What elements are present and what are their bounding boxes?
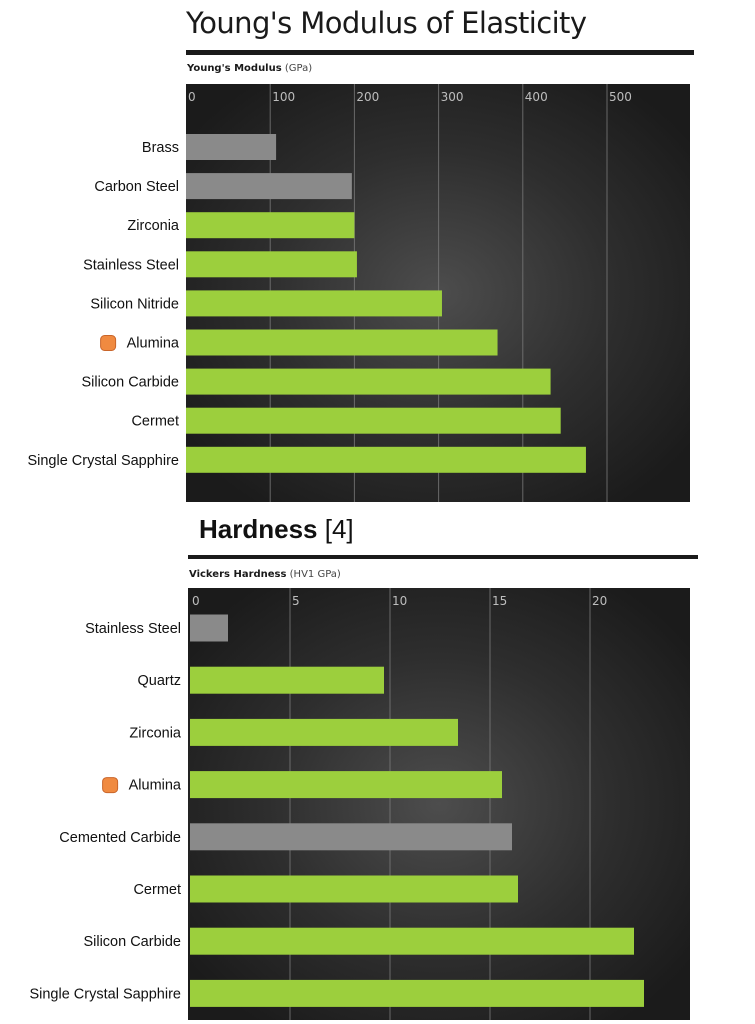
- x-tick-label: 0: [192, 594, 200, 608]
- highlight-marker-icon: [102, 777, 119, 794]
- bar-hardness: [190, 718, 458, 746]
- bar-youngs: [186, 329, 498, 356]
- chart-title-hardness: Hardness [4]: [199, 514, 354, 545]
- axis-unit: (HV1 GPa): [289, 569, 341, 580]
- x-tick-label: 400: [525, 90, 548, 104]
- x-tick-label: 200: [356, 90, 379, 104]
- hardness-title-reference: [4]: [324, 514, 354, 544]
- bar-youngs: [186, 446, 586, 473]
- bar-youngs: [186, 173, 352, 200]
- bar-youngs: [186, 251, 357, 278]
- category-label: Stainless Steel: [83, 257, 179, 273]
- category-label: Single Crystal Sapphire: [27, 453, 179, 469]
- bar-youngs: [186, 407, 561, 434]
- title-underline: [186, 50, 694, 55]
- bar-hardness: [190, 875, 518, 903]
- plot-area-hardness: [188, 588, 690, 1020]
- category-label: Silicon Carbide: [81, 375, 179, 391]
- axis-title-vickers-hardness: Vickers Hardness (HV1 GPa): [189, 569, 341, 580]
- title-underline: [188, 555, 698, 559]
- x-tick-label: 10: [392, 594, 407, 608]
- category-label: Zirconia: [129, 725, 182, 741]
- bar-hardness: [190, 927, 634, 955]
- x-tick-label: 15: [492, 594, 507, 608]
- hardness-title-text: Hardness: [199, 514, 318, 544]
- category-label: Silicon Nitride: [90, 296, 179, 312]
- category-label: Quartz: [137, 673, 181, 689]
- bar-youngs: [186, 368, 551, 395]
- chart-title-youngs-modulus: Young's Modulus of Elasticity: [186, 6, 587, 40]
- bar-youngs: [186, 290, 442, 317]
- category-label: Carbon Steel: [94, 179, 179, 195]
- category-label: Cemented Carbide: [59, 830, 181, 846]
- bar-youngs: [186, 212, 355, 239]
- x-tick-label: 500: [609, 90, 632, 104]
- category-label: Alumina: [127, 336, 180, 352]
- bar-hardness: [190, 823, 512, 851]
- bar-youngs: [186, 134, 277, 160]
- axis-unit: (GPa): [284, 63, 313, 74]
- category-label: Alumina: [129, 778, 182, 794]
- x-tick-label: 20: [592, 594, 607, 608]
- x-tick-label: 5: [292, 594, 300, 608]
- axis-title-youngs-modulus: Young's Modulus (GPa): [187, 63, 312, 74]
- x-tick-label: 0: [188, 90, 196, 104]
- category-label: Single Crystal Sapphire: [29, 986, 181, 1002]
- axis-title-text: Vickers Hardness: [189, 569, 287, 580]
- category-label: Cermet: [133, 882, 181, 898]
- bar-hardness: [190, 666, 384, 694]
- category-label: Brass: [142, 140, 179, 156]
- axis-title-text: Young's Modulus: [187, 63, 282, 74]
- bar-hardness: [190, 614, 228, 642]
- category-label: Zirconia: [127, 218, 180, 234]
- highlight-marker-icon: [100, 335, 117, 351]
- bar-hardness: [190, 979, 644, 1007]
- x-tick-label: 100: [272, 90, 295, 104]
- category-label: Silicon Carbide: [83, 934, 181, 950]
- bar-hardness: [190, 771, 502, 799]
- category-label: Stainless Steel: [85, 621, 181, 637]
- x-tick-label: 300: [441, 90, 464, 104]
- category-label: Cermet: [131, 414, 179, 430]
